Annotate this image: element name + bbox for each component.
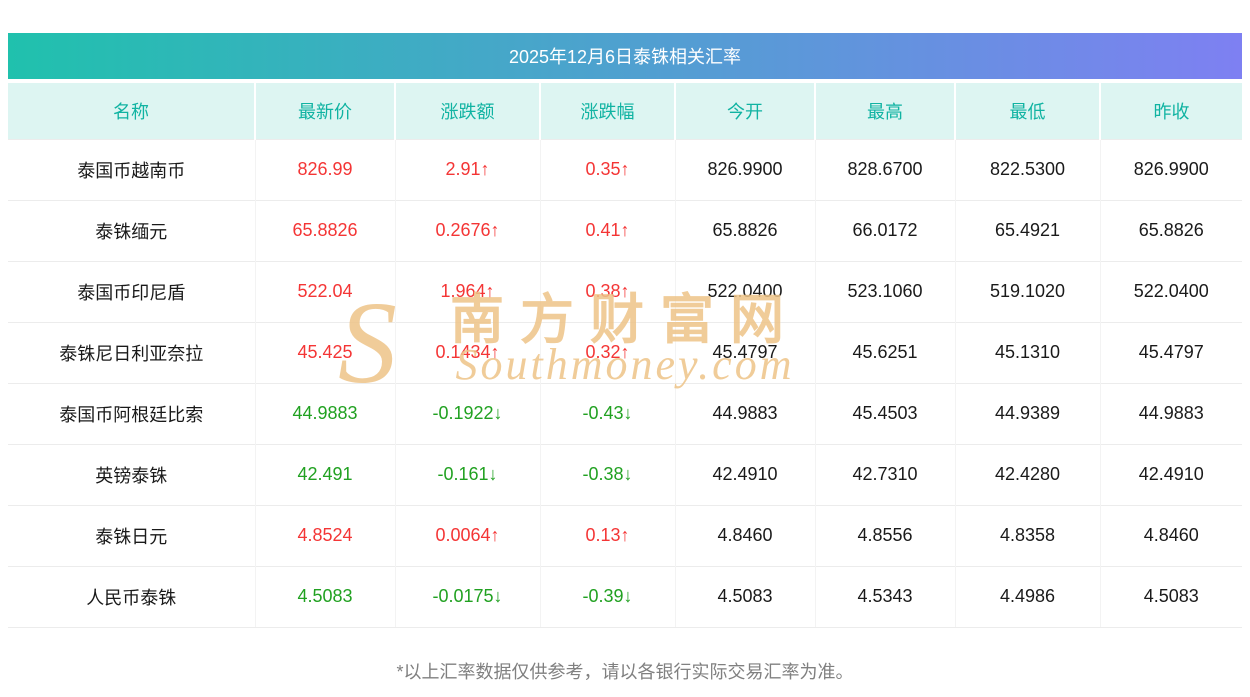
cell-low: 45.1310 <box>954 321 1100 383</box>
disclaimer-note: *以上汇率数据仅供参考，请以各银行实际交易汇率为准。 <box>396 661 854 682</box>
cell-pair-name: 泰铢缅元 <box>8 199 255 261</box>
cell-latest-price: 826.99 <box>254 138 395 200</box>
cell-high: 66.0172 <box>814 199 955 261</box>
cell-change-percent: -0.43↓ <box>539 382 675 444</box>
cell-latest-price: 4.8524 <box>254 504 395 566</box>
cell-change-amount: -0.0175↓ <box>394 565 540 628</box>
table-row: 泰国币越南币 826.99 2.91↑ 0.35↑ 826.9900 828.6… <box>8 138 1242 200</box>
cell-change-amount: 0.0064↑ <box>394 504 540 566</box>
cell-change-percent: 0.35↑ <box>539 138 675 200</box>
cell-low: 4.4986 <box>954 565 1100 628</box>
cell-change-amount: 0.2676↑ <box>394 199 540 261</box>
cell-open: 45.4797 <box>674 321 815 383</box>
cell-change-amount: 1.964↑ <box>394 260 540 322</box>
column-header-low: 最低 <box>954 83 1100 139</box>
cell-high: 4.8556 <box>814 504 955 566</box>
cell-open: 44.9883 <box>674 382 815 444</box>
cell-prev-close: 42.4910 <box>1099 443 1242 505</box>
cell-prev-close: 4.8460 <box>1099 504 1242 566</box>
column-header-prev-close: 昨收 <box>1099 83 1242 139</box>
cell-pair-name: 英镑泰铢 <box>8 443 255 505</box>
cell-open: 42.4910 <box>674 443 815 505</box>
cell-open: 826.9900 <box>674 138 815 200</box>
cell-low: 4.8358 <box>954 504 1100 566</box>
cell-change-amount: -0.161↓ <box>394 443 540 505</box>
column-header-name: 名称 <box>8 83 255 139</box>
cell-open: 522.0400 <box>674 260 815 322</box>
table-row: 泰铢尼日利亚奈拉 45.425 0.1434↑ 0.32↑ 45.4797 45… <box>8 321 1242 383</box>
cell-latest-price: 65.8826 <box>254 199 395 261</box>
cell-latest-price: 44.9883 <box>254 382 395 444</box>
cell-prev-close: 826.9900 <box>1099 138 1242 200</box>
cell-high: 4.5343 <box>814 565 955 628</box>
cell-change-percent: 0.32↑ <box>539 321 675 383</box>
column-header-latest-price: 最新价 <box>254 83 395 139</box>
cell-pair-name: 泰国币阿根廷比索 <box>8 382 255 444</box>
cell-high: 828.6700 <box>814 138 955 200</box>
cell-high: 42.7310 <box>814 443 955 505</box>
table-row: 泰国币阿根廷比索 44.9883 -0.1922↓ -0.43↓ 44.9883… <box>8 382 1242 444</box>
cell-low: 822.5300 <box>954 138 1100 200</box>
cell-high: 45.6251 <box>814 321 955 383</box>
cell-open: 4.8460 <box>674 504 815 566</box>
cell-prev-close: 4.5083 <box>1099 565 1242 628</box>
cell-pair-name: 人民币泰铢 <box>8 565 255 628</box>
cell-pair-name: 泰铢尼日利亚奈拉 <box>8 321 255 383</box>
cell-low: 42.4280 <box>954 443 1100 505</box>
cell-high: 523.1060 <box>814 260 955 322</box>
table-row: 泰铢日元 4.8524 0.0064↑ 0.13↑ 4.8460 4.8556 … <box>8 504 1242 566</box>
cell-open: 4.5083 <box>674 565 815 628</box>
cell-latest-price: 45.425 <box>254 321 395 383</box>
table-row: 泰铢缅元 65.8826 0.2676↑ 0.41↑ 65.8826 66.01… <box>8 199 1242 261</box>
cell-change-percent: 0.38↑ <box>539 260 675 322</box>
cell-change-percent: -0.38↓ <box>539 443 675 505</box>
column-header-change-percent: 涨跌幅 <box>539 83 675 139</box>
cell-change-percent: 0.41↑ <box>539 199 675 261</box>
cell-latest-price: 522.04 <box>254 260 395 322</box>
header-row: 名称 最新价 涨跌额 涨跌幅 今开 最高 最低 昨收 <box>8 83 1242 139</box>
cell-change-amount: -0.1922↓ <box>394 382 540 444</box>
cell-prev-close: 44.9883 <box>1099 382 1242 444</box>
cell-prev-close: 45.4797 <box>1099 321 1242 383</box>
cell-prev-close: 522.0400 <box>1099 260 1242 322</box>
cell-latest-price: 42.491 <box>254 443 395 505</box>
table-row: 泰国币印尼盾 522.04 1.964↑ 0.38↑ 522.0400 523.… <box>8 260 1242 322</box>
cell-low: 65.4921 <box>954 199 1100 261</box>
cell-low: 519.1020 <box>954 260 1100 322</box>
cell-high: 45.4503 <box>814 382 955 444</box>
cell-change-percent: 0.13↑ <box>539 504 675 566</box>
cell-change-amount: 2.91↑ <box>394 138 540 200</box>
cell-pair-name: 泰国币越南币 <box>8 138 255 200</box>
page-title: 2025年12月6日泰铢相关汇率 <box>508 47 742 67</box>
cell-latest-price: 4.5083 <box>254 565 395 628</box>
cell-pair-name: 泰国币印尼盾 <box>8 260 255 322</box>
column-header-open: 今开 <box>674 83 815 139</box>
exchange-rate-table: 名称 最新价 涨跌额 涨跌幅 今开 最高 最低 昨收 泰国币越南币 826.99… <box>8 83 1242 628</box>
cell-pair-name: 泰铢日元 <box>8 504 255 566</box>
column-header-high: 最高 <box>814 83 955 139</box>
cell-change-percent: -0.39↓ <box>539 565 675 628</box>
cell-open: 65.8826 <box>674 199 815 261</box>
table-row: 英镑泰铢 42.491 -0.161↓ -0.38↓ 42.4910 42.73… <box>8 443 1242 505</box>
cell-change-amount: 0.1434↑ <box>394 321 540 383</box>
cell-low: 44.9389 <box>954 382 1100 444</box>
table-row: 人民币泰铢 4.5083 -0.0175↓ -0.39↓ 4.5083 4.53… <box>8 565 1242 628</box>
column-header-change-amount: 涨跌额 <box>394 83 540 139</box>
table-title-bar: 2025年12月6日泰铢相关汇率 <box>8 33 1242 79</box>
cell-prev-close: 65.8826 <box>1099 199 1242 261</box>
